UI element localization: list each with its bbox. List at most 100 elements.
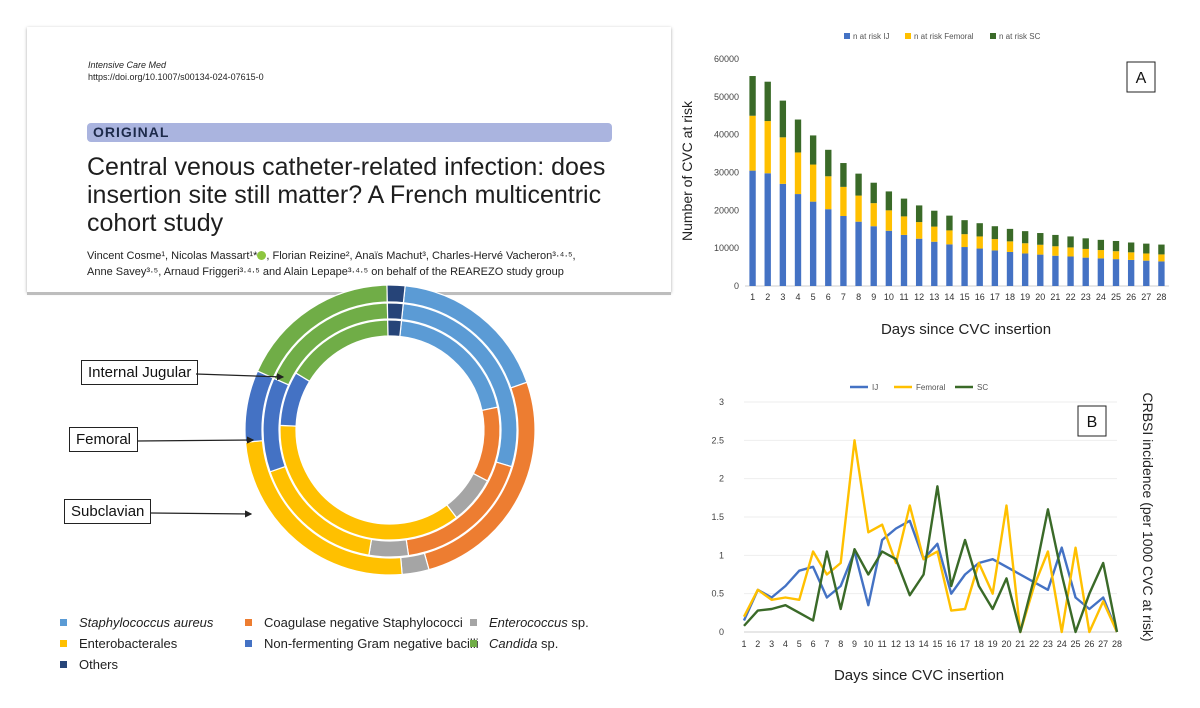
bar-segment — [1067, 247, 1074, 257]
bar-segment — [794, 152, 802, 195]
bar-segment — [976, 223, 983, 237]
bar-segment — [915, 222, 923, 239]
panel-label: B — [1087, 414, 1098, 431]
y-tick-label: 3 — [719, 397, 724, 407]
x-tick-label: 10 — [884, 292, 894, 302]
y-tick-label: 20000 — [714, 205, 739, 215]
bar-segment — [1006, 251, 1014, 286]
y-axis-title: CRBSI incidence (per 1000 CVC at risk) — [1140, 393, 1156, 642]
legend-label: SC — [977, 383, 988, 392]
doi-link[interactable]: https://doi.org/10.1007/s00134-024-07615… — [88, 72, 264, 82]
legend-label: n at risk SC — [999, 32, 1041, 41]
y-tick-label: 1 — [719, 550, 724, 560]
journal-name: Intensive Care Med — [88, 60, 167, 70]
bar-segment — [900, 216, 908, 235]
y-axis-title: Number of CVC at risk — [679, 100, 695, 241]
label-box-internal-jugular: Internal Jugular — [81, 360, 199, 385]
y-tick-label: 30000 — [714, 168, 739, 178]
legend-label: Coagulase negative Staphylococci — [264, 615, 463, 630]
bar-segment — [961, 220, 968, 235]
bar-segment — [946, 230, 953, 245]
bar-segment — [1097, 258, 1105, 286]
x-tick-label: 11 — [899, 292, 908, 302]
bar-segment — [1158, 261, 1165, 286]
x-tick-label: 28 — [1156, 292, 1166, 302]
bar-segment — [961, 234, 968, 248]
bar-segment — [991, 226, 999, 240]
legend-item: Others — [60, 657, 118, 672]
bar-segment — [764, 121, 771, 174]
x-tick-label: 24 — [1057, 639, 1067, 649]
x-tick-label: 6 — [811, 639, 816, 649]
legend-item: Enterobacterales — [60, 636, 177, 651]
legend-item: Coagulase negative Staphylococci — [245, 615, 463, 630]
legend-swatch — [470, 619, 477, 626]
x-tick-label: 7 — [824, 639, 829, 649]
x-tick-label: 22 — [1066, 292, 1076, 302]
x-tick-label: 17 — [960, 639, 970, 649]
x-tick-label: 2 — [755, 639, 760, 649]
bar-segment — [1006, 228, 1014, 242]
x-tick-label: 27 — [1141, 292, 1151, 302]
label-arrows — [136, 373, 285, 518]
x-tick-label: 20 — [1001, 639, 1011, 649]
bar-segment — [900, 234, 908, 286]
legend-item: Staphylococcus aureus — [60, 615, 213, 630]
legend-label: Enterobacterales — [79, 636, 178, 651]
bar-segment — [809, 201, 817, 286]
bar-segment — [840, 186, 847, 217]
x-tick-label: 23 — [1081, 292, 1091, 302]
bar-segment — [1052, 255, 1059, 286]
y-tick-label: 40000 — [714, 130, 739, 140]
x-tick-label: 7 — [841, 292, 846, 302]
x-tick-label: 14 — [944, 292, 954, 302]
bar-segment — [991, 239, 999, 251]
panel-label-box — [1077, 405, 1107, 437]
bar-segment — [1127, 252, 1135, 260]
bar-segment — [1037, 254, 1044, 286]
bar-segment — [779, 183, 787, 286]
series-line-sc — [743, 485, 1119, 634]
x-tick-label: 21 — [1050, 292, 1060, 302]
bar-segment — [931, 241, 938, 286]
bar-segment — [809, 164, 817, 202]
section-banner: ORIGINAL — [87, 123, 612, 142]
bar-segment — [1082, 248, 1089, 258]
legend-item: Enterococcus sp. — [470, 615, 589, 630]
x-tick-label: 1 — [750, 292, 755, 302]
legend-label: n at risk Femoral — [914, 32, 974, 41]
bar-segment — [961, 247, 968, 286]
donut-slice-internal-jugular — [386, 302, 404, 321]
bar-segment — [1143, 260, 1150, 286]
bar-segment — [885, 230, 893, 286]
bar-segment — [794, 194, 802, 286]
bar-segment — [1052, 234, 1059, 247]
x-tick-label: 12 — [914, 292, 924, 302]
legend-swatch — [60, 640, 67, 647]
x-tick-label: 4 — [795, 292, 800, 302]
legend-swatch — [990, 33, 996, 39]
label-box-subclavian: Subclavian — [64, 499, 152, 524]
x-tick-label: 4 — [783, 639, 788, 649]
x-tick-label: 28 — [1112, 639, 1122, 649]
bar-segment — [749, 115, 756, 171]
legend-label: n at risk IJ — [853, 32, 889, 41]
bar-segment — [931, 210, 938, 227]
x-tick-label: 6 — [826, 292, 831, 302]
y-tick-label: 0.5 — [711, 589, 724, 599]
x-tick-label: 3 — [780, 292, 785, 302]
legend-swatch — [245, 619, 252, 626]
legend-label: Non-fermenting Gram negative bacilli — [264, 636, 479, 651]
orcid-icon[interactable] — [257, 251, 267, 260]
panel-label: A — [1136, 70, 1147, 87]
bar-segment — [749, 76, 756, 116]
bar-segment — [915, 205, 923, 223]
legend-item: Non-fermenting Gram negative bacilli — [245, 636, 479, 651]
x-tick-label: 22 — [1029, 639, 1039, 649]
y-tick-label: 2.5 — [711, 435, 724, 445]
authors-line-2: Anne Savey³·⁵, Arnaud Friggeri³·⁴·⁵ and … — [87, 266, 564, 278]
bar-segment — [1127, 242, 1135, 253]
bar-segment — [1158, 244, 1165, 255]
legend-label: Enterococcus — [489, 615, 568, 630]
x-tick-label: 14 — [919, 639, 929, 649]
